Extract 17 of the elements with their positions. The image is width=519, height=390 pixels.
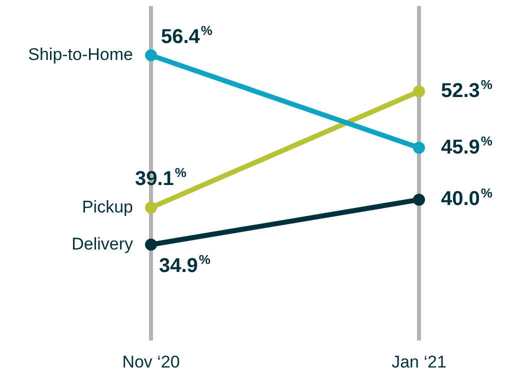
data-label: 52.3% (441, 76, 493, 102)
point (413, 194, 425, 206)
series-label: Pickup (82, 197, 133, 216)
point (413, 85, 425, 98)
point (145, 238, 157, 251)
data-label: 45.9% (441, 133, 493, 158)
data-label: 39.1% (135, 165, 187, 190)
point (145, 49, 157, 62)
data-label: 56.4% (161, 22, 213, 48)
data-label: 34.9% (159, 252, 211, 278)
series-label: Ship-to-Home (28, 44, 133, 64)
x-tick-label: Nov ‘20 (122, 352, 180, 372)
data-label: 40.0% (441, 185, 493, 210)
x-tick-label: Jan ‘21 (392, 352, 446, 372)
point (145, 202, 157, 214)
point (413, 142, 425, 154)
series-label: Delivery (72, 234, 134, 254)
